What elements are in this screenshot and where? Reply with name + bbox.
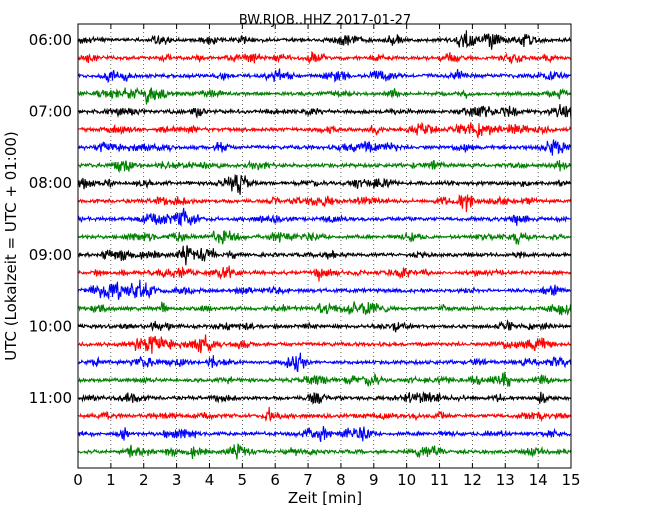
grid	[110, 24, 539, 468]
x-tick-label: 1	[106, 471, 116, 489]
trace-0930	[77, 279, 572, 301]
trace-0600	[77, 30, 572, 50]
trace-0615	[77, 50, 572, 65]
y-tick-label: 11:00	[29, 389, 72, 407]
trace-1100	[77, 391, 572, 405]
y-tick-label: 06:00	[29, 31, 72, 49]
y-tick-label: 07:00	[29, 103, 72, 121]
trace-1130	[77, 426, 572, 443]
x-tick-label: 6	[270, 471, 280, 489]
x-tick-label: 4	[205, 471, 215, 489]
trace-0845	[77, 230, 572, 245]
trace-0800	[77, 174, 572, 195]
trace-0900	[77, 245, 572, 266]
y-tick-label: 09:00	[29, 246, 72, 264]
trace-0945	[77, 300, 572, 316]
plot-frame	[77, 23, 572, 469]
trace-0715	[77, 121, 572, 140]
trace-0745	[77, 159, 572, 174]
x-tick-label: 2	[139, 471, 149, 489]
x-tick-label: 11	[430, 471, 449, 489]
trace-0830	[77, 207, 572, 227]
trace-0730	[77, 139, 572, 156]
trace-0915	[77, 265, 572, 282]
chart-title: BW.RJOB..HHZ 2017-01-27	[239, 13, 411, 28]
y-axis-label: UTC (Lokalzeit = UTC + 01:00)	[2, 131, 20, 361]
x-tick-label: 14	[529, 471, 548, 489]
x-tick-label: 3	[172, 471, 182, 489]
y-tick-label: 10:00	[29, 317, 72, 335]
x-axis: 0 1 2 3 4 5 6 7 8 9 10 11 12 13 14 15	[73, 24, 581, 489]
trace-0645	[77, 86, 572, 105]
trace-1000	[77, 319, 572, 333]
x-tick-label: 9	[369, 471, 379, 489]
trace-1030	[77, 352, 572, 373]
x-tick-label: 13	[496, 471, 515, 489]
x-tick-label: 7	[303, 471, 313, 489]
y-tick-label: 08:00	[29, 174, 72, 192]
x-tick-label: 10	[397, 471, 416, 489]
x-tick-label: 0	[73, 471, 83, 489]
trace-1145	[77, 443, 572, 460]
x-tick-label: 5	[238, 471, 248, 489]
trace-0630	[77, 68, 572, 84]
trace-1015	[77, 334, 572, 354]
traces	[77, 30, 572, 460]
x-tick-label: 12	[463, 471, 482, 489]
trace-0700	[77, 104, 572, 120]
trace-1115	[77, 406, 572, 423]
trace-0815	[77, 194, 572, 213]
x-tick-label: 15	[561, 471, 580, 489]
x-tick-label: 8	[336, 471, 346, 489]
y-axis: 06:00 07:00 08:00 09:00 10:00 11:00	[29, 31, 571, 407]
trace-1045	[77, 371, 572, 387]
x-axis-label: Zeit [min]	[288, 489, 362, 507]
